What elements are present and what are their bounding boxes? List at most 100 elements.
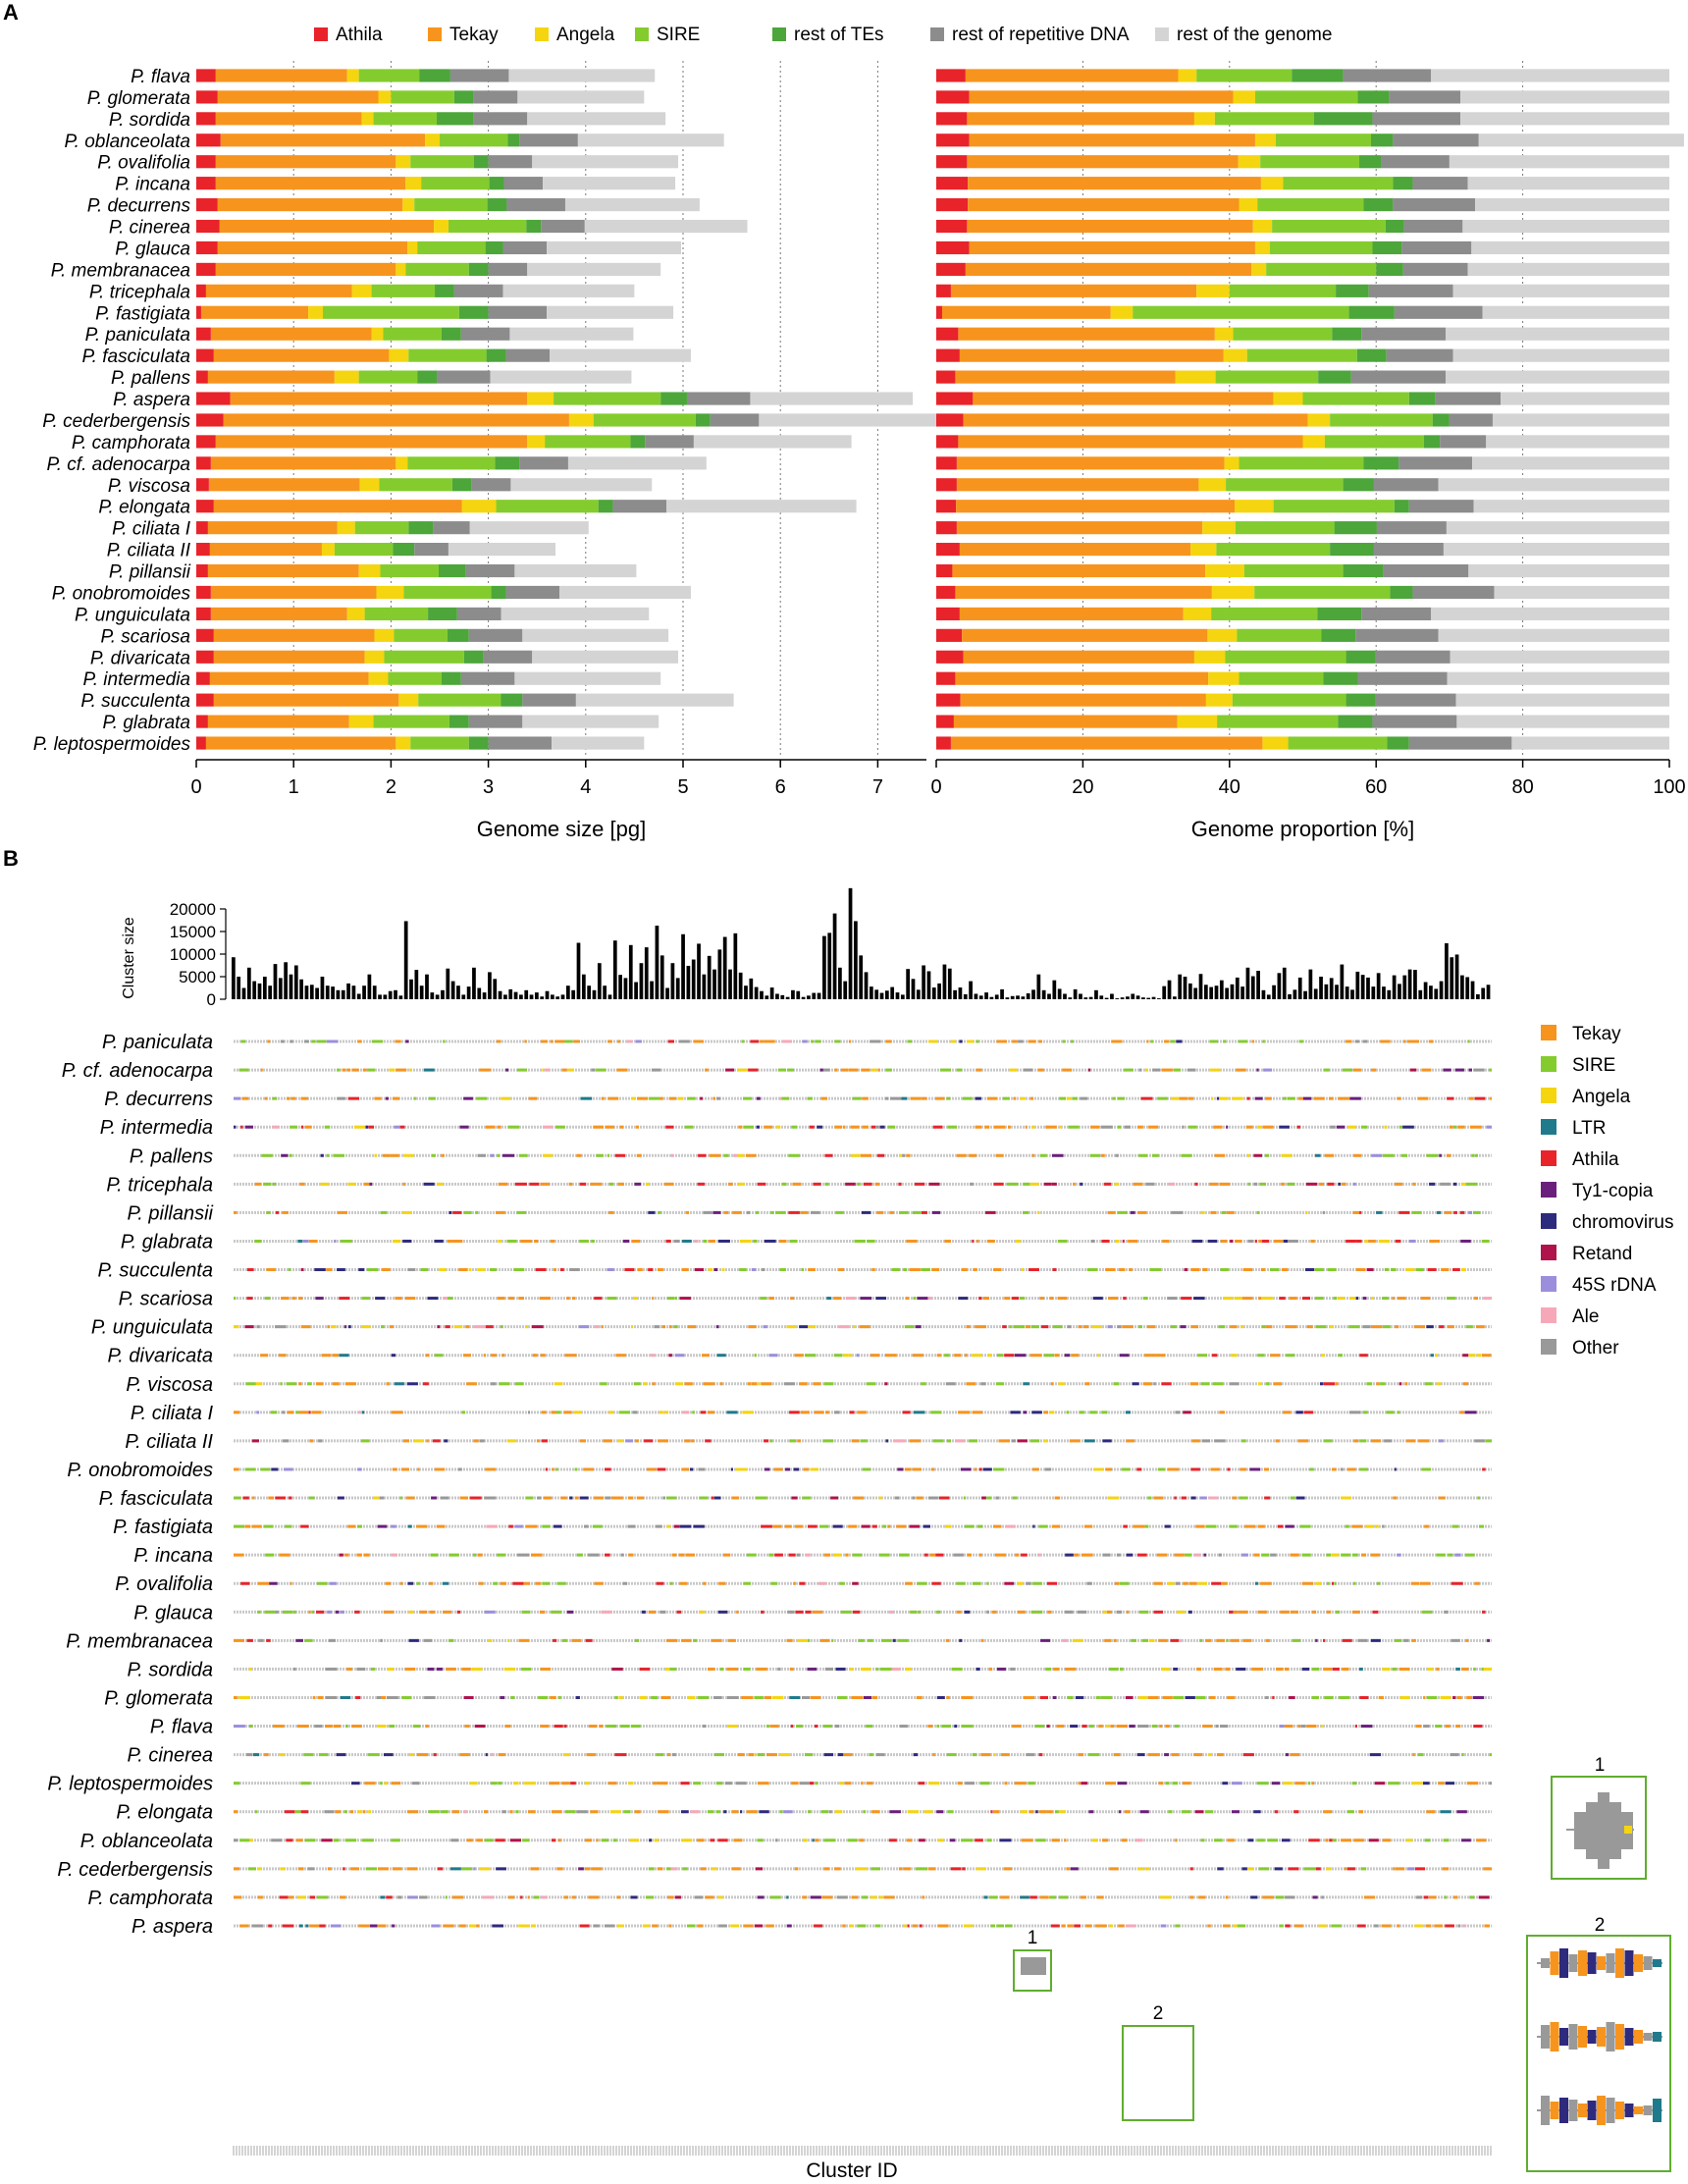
heatmap-cell — [1384, 1125, 1388, 1129]
bar-p-scariosa-tekay — [962, 628, 1208, 642]
heatmap-cell — [1176, 1039, 1183, 1043]
heatmap-cell — [1265, 1695, 1269, 1699]
heatmap-cell — [821, 1895, 833, 1899]
heatmap-cell — [1194, 1182, 1198, 1186]
heatmap-cell — [1258, 1239, 1262, 1243]
heatmap-cell — [946, 1096, 951, 1100]
heatmap-cell — [491, 1354, 497, 1358]
inset-1-angela — [1624, 1826, 1632, 1834]
heatmap-cell — [852, 1553, 863, 1557]
heatmap-cell — [986, 1096, 997, 1100]
heatmap-cell — [862, 1125, 869, 1129]
heatmap-cell — [715, 1325, 719, 1329]
heatmap-cell — [1454, 1068, 1464, 1072]
heatmap-cell — [1487, 1638, 1491, 1642]
heatmap-cell — [898, 1182, 902, 1186]
heatmap-cell — [444, 1439, 448, 1443]
heatmap-cell — [1137, 1725, 1149, 1729]
bar-p-membranacea-rest-of-repetitive-dna — [488, 262, 528, 276]
cluster-size-bar — [1460, 975, 1464, 999]
bar-p-decurrens-athila — [936, 198, 969, 212]
heatmap-cell — [1489, 1753, 1492, 1757]
heatmap-cell — [976, 1239, 979, 1243]
heatmap-cell — [656, 1581, 664, 1585]
heatmap-cell — [765, 1467, 770, 1471]
bar-p-unguiculata-tekay — [959, 607, 1184, 620]
cluster-size-bar — [1209, 986, 1214, 999]
heatmap-cell — [992, 1610, 997, 1614]
heatmap-cell — [1440, 1695, 1451, 1699]
heatmap-cell — [764, 1039, 775, 1043]
heatmap-cell — [365, 1125, 369, 1129]
heatmap-cell — [1376, 1210, 1383, 1214]
heatmap-cell — [445, 1325, 450, 1329]
heatmap-cell — [1004, 1297, 1011, 1301]
heatmap-cell — [1353, 1182, 1356, 1186]
legend-swatch-sire — [635, 27, 649, 41]
heatmap-cell — [1124, 1068, 1134, 1072]
heatmap-cell — [354, 1125, 365, 1129]
bar-p-ovalifolia-rest-of-repetitive-dna — [1381, 155, 1450, 169]
heatmap-cell — [1100, 1125, 1113, 1129]
heatmap-cell — [1015, 1553, 1020, 1557]
heatmap-cell — [1306, 1325, 1313, 1329]
heatmap-cell — [820, 1096, 827, 1100]
heatmap-cell — [1218, 1325, 1226, 1329]
heatmap-cell — [1037, 1068, 1044, 1072]
heatmap-cell — [616, 1068, 628, 1072]
heatmap-cell — [1311, 1695, 1319, 1699]
heatmap-cell — [652, 1924, 659, 1928]
bar-p-succulenta-angela — [398, 693, 419, 707]
heatmap-cell — [853, 1325, 856, 1329]
heatmap-cell — [1362, 1297, 1367, 1301]
cluster-size-bar — [1413, 970, 1417, 999]
heatmap-cell — [594, 1325, 600, 1329]
heatmap-cell — [784, 1524, 792, 1528]
heatmap-cell — [660, 1695, 671, 1699]
heatmap-cell — [1102, 1439, 1112, 1443]
species-label: P. oblanceolata — [64, 132, 190, 152]
heatmap-cell — [687, 1325, 697, 1329]
bar-p-fastigiata-rest-of-tes — [1348, 305, 1395, 319]
bar-p-cinerea-sire — [448, 219, 527, 234]
bar-p-decurrens-angela — [402, 198, 415, 212]
heatmap-cell — [1227, 1467, 1231, 1471]
heatmap-cell — [542, 1524, 551, 1528]
heatmap-cell — [1208, 1496, 1218, 1500]
heatmap-cell — [1043, 1411, 1049, 1414]
bar-p-sordida-rest-of-repetitive-dna — [1372, 112, 1461, 126]
heatmap-cell — [905, 1297, 909, 1301]
cluster-size-bar — [403, 921, 408, 999]
heatmap-cell — [875, 1125, 879, 1129]
heatmap-cell — [1096, 1895, 1104, 1899]
heatmap-cell — [579, 1182, 587, 1186]
cluster-size-bar — [838, 967, 842, 999]
heatmap-cell — [705, 1068, 709, 1072]
heatmap-cell — [1403, 1039, 1406, 1043]
heatmap-cell — [251, 1924, 263, 1928]
heatmap-cell — [731, 1810, 739, 1814]
heatmap-cell — [552, 1467, 554, 1471]
heatmap-cell — [955, 1439, 966, 1443]
bar-p-flava-rest-of-tes — [1292, 69, 1344, 82]
heatmap-cell — [878, 1553, 890, 1557]
heatmap-cell — [564, 1039, 573, 1043]
heatmap-cell — [1017, 1610, 1026, 1614]
heatmap-cell — [837, 1753, 844, 1757]
species-label: P. ciliata II — [107, 541, 191, 561]
bar-p-membranacea-athila — [196, 262, 216, 276]
species-label: P. elongata — [98, 498, 190, 518]
heatmap-cell — [1348, 1325, 1360, 1329]
heatmap-cell — [903, 1867, 911, 1871]
heatmap-cell — [1145, 1182, 1155, 1186]
heatmap-cell — [452, 1210, 462, 1214]
heatmap-cell — [944, 1354, 950, 1358]
heatmap-cell — [639, 1667, 651, 1671]
heatmap-cell — [1391, 1268, 1397, 1272]
bar-p-intermedia-angela — [368, 671, 389, 685]
cluster-size-bar — [744, 985, 748, 999]
heatmap-cell — [881, 1638, 892, 1642]
bar-p-tricephala-rest-of-the-genome — [502, 284, 635, 297]
heatmap-cell — [730, 1467, 733, 1471]
cluster-size-bar — [890, 986, 895, 999]
